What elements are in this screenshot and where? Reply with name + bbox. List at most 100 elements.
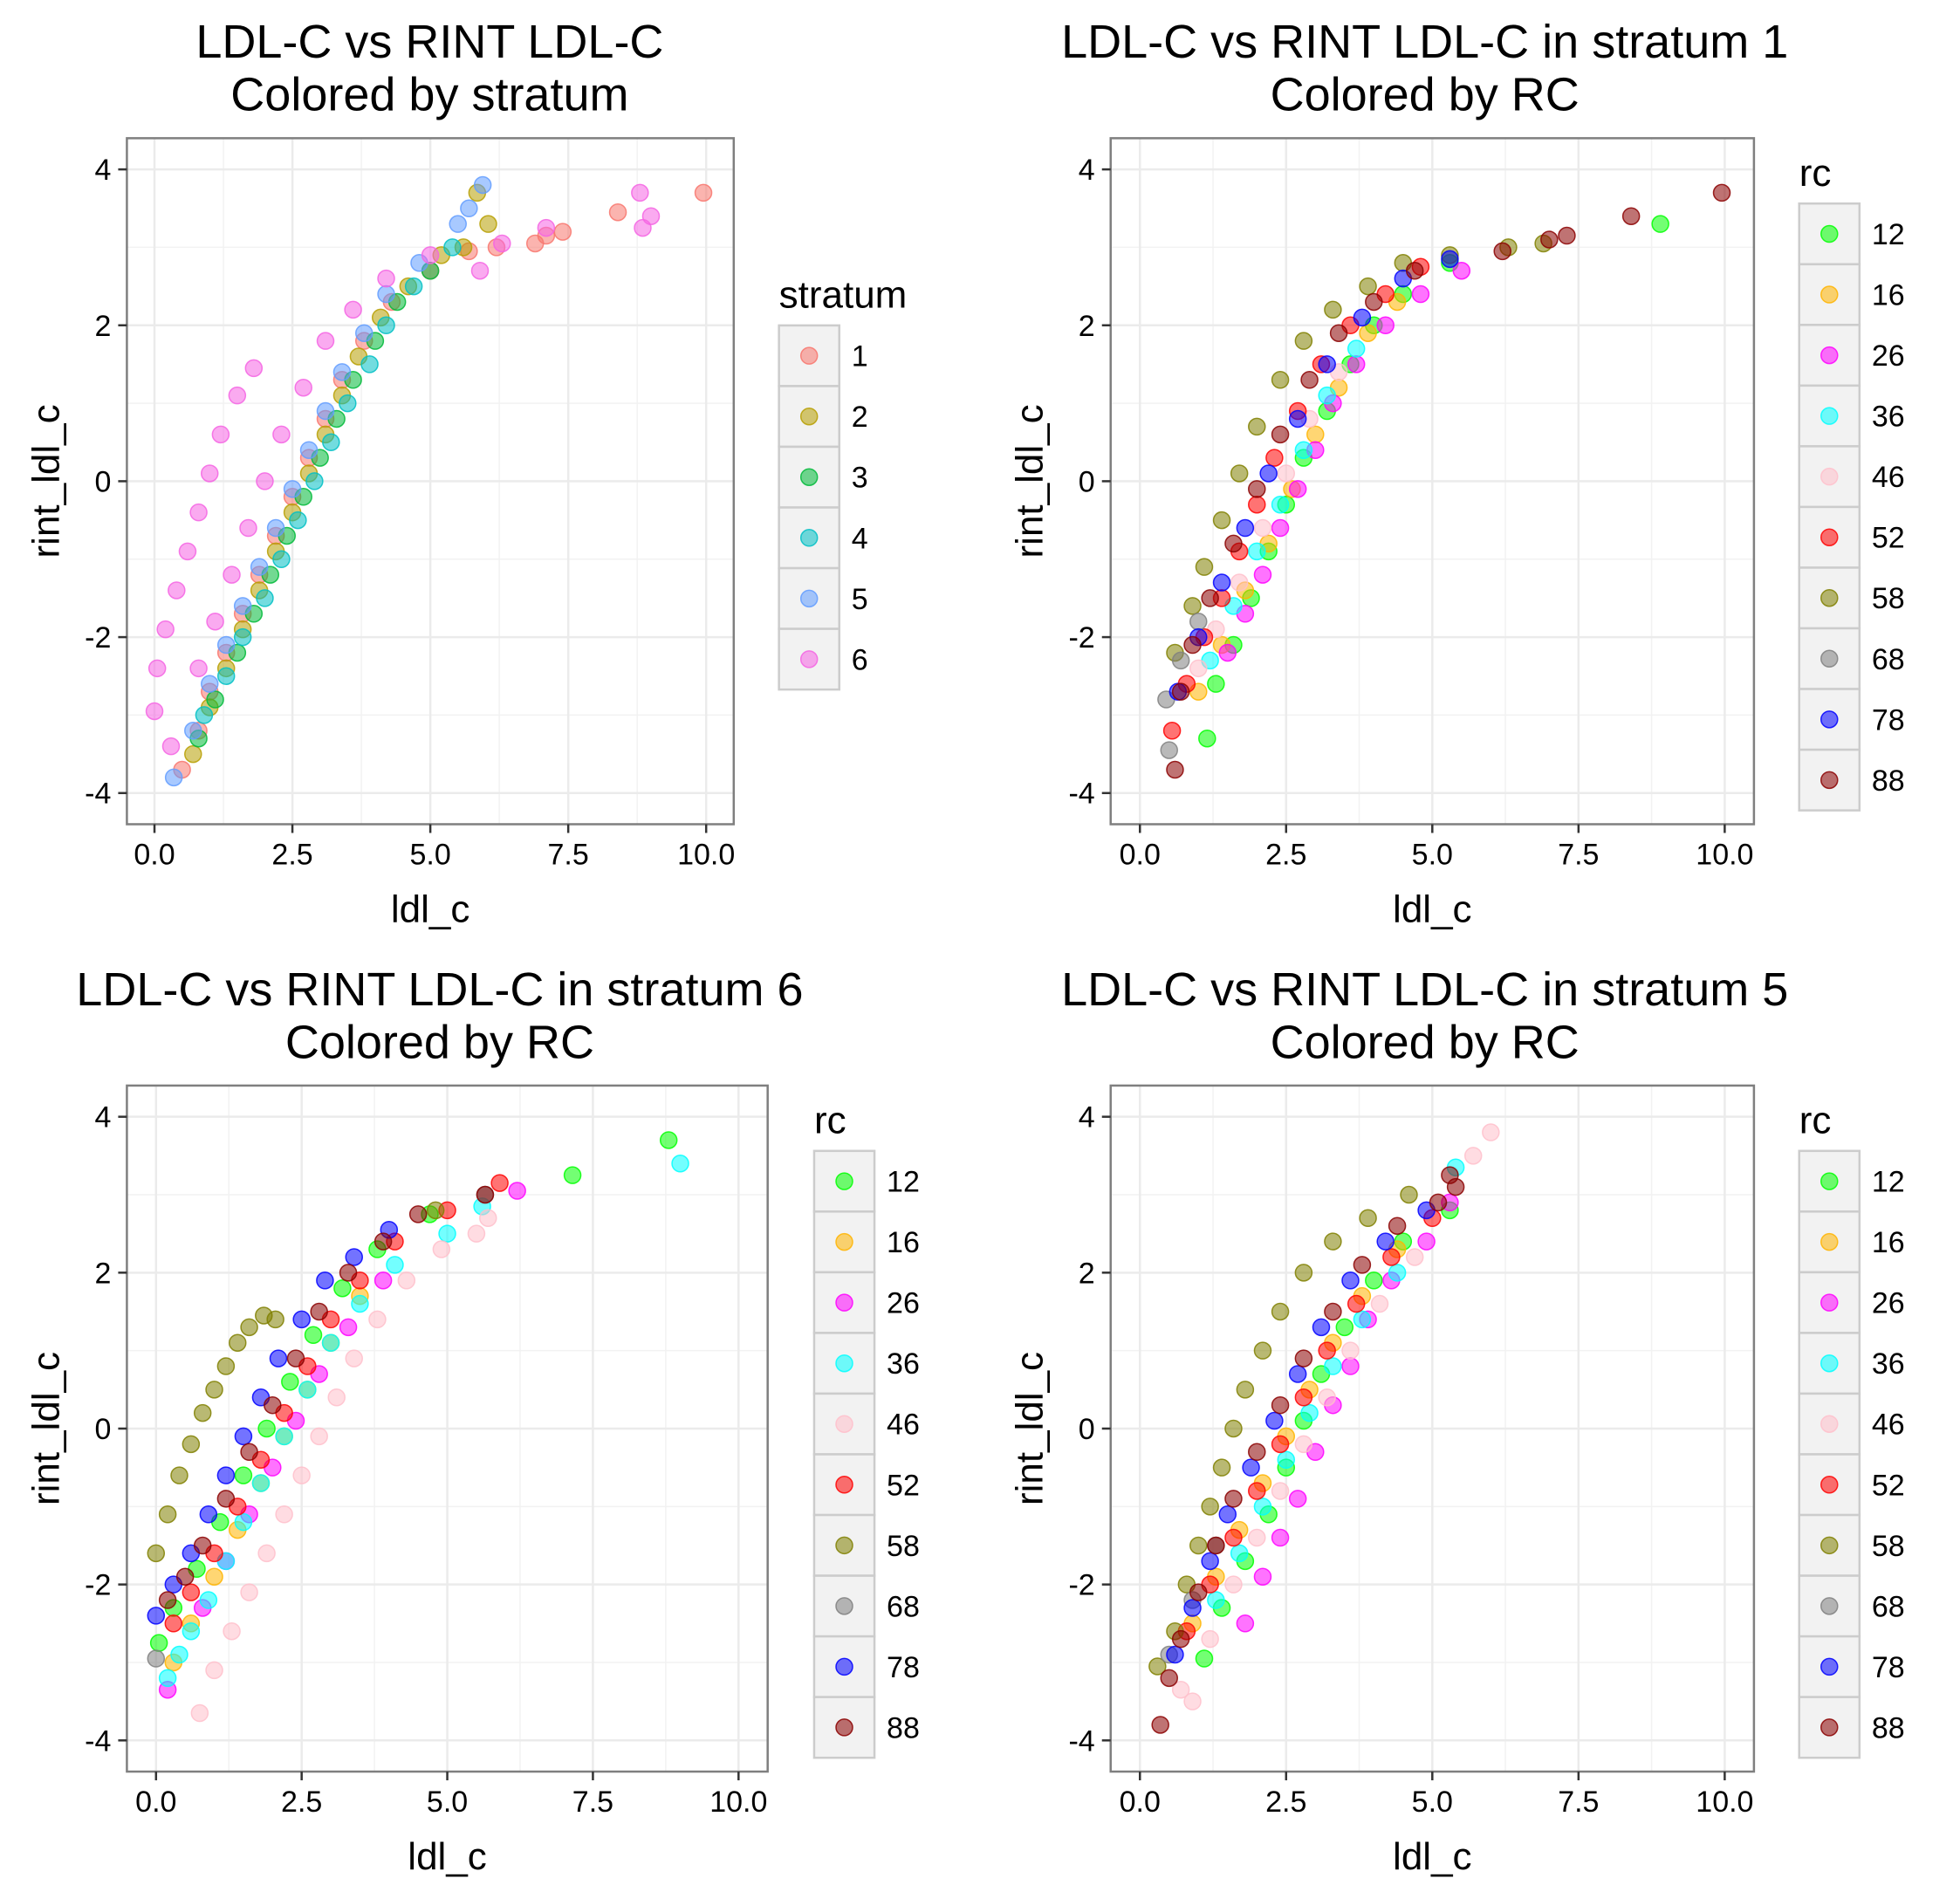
legend-title: stratum bbox=[779, 274, 908, 317]
data-point-rc-4 bbox=[404, 277, 423, 296]
data-point-rc-78 bbox=[1212, 573, 1231, 592]
data-point-rc-58 bbox=[1359, 277, 1377, 296]
chart-subtitle: Colored by RC bbox=[285, 1016, 594, 1068]
legend-title: rc bbox=[1799, 1100, 1832, 1142]
data-point-rc-36 bbox=[1207, 1591, 1225, 1609]
data-point-rc-12 bbox=[304, 1326, 323, 1345]
data-point-rc-12 bbox=[257, 1419, 276, 1438]
y-tick-label: 2 bbox=[94, 310, 111, 343]
x-axis-label: ldl_c bbox=[391, 888, 470, 930]
data-point-rc-3 bbox=[206, 690, 224, 709]
x-tick-label: 7.5 bbox=[548, 838, 589, 871]
data-point-rc-58 bbox=[240, 1318, 258, 1337]
legend-label: 1 bbox=[852, 340, 868, 374]
legend-swatch bbox=[1820, 771, 1839, 790]
data-point-rc-88 bbox=[240, 1443, 258, 1462]
data-point-rc-88 bbox=[1171, 1629, 1190, 1649]
data-point-rc-46 bbox=[467, 1224, 486, 1243]
data-points bbox=[147, 1131, 689, 1723]
legend-swatch bbox=[835, 1657, 853, 1676]
y-axis-label: rint_ldl_c bbox=[1009, 1352, 1052, 1505]
x-tick-label: 0.0 bbox=[135, 1786, 176, 1819]
legend-key bbox=[778, 385, 840, 449]
data-point-rc-88 bbox=[1271, 425, 1290, 444]
legend-label: 68 bbox=[1872, 643, 1905, 676]
legend-swatch bbox=[1820, 1657, 1839, 1676]
data-point-rc-26 bbox=[1218, 643, 1237, 662]
data-point-rc-36 bbox=[1388, 1264, 1407, 1282]
data-point-rc-36 bbox=[1300, 1403, 1319, 1422]
data-point-rc-78 bbox=[1259, 464, 1278, 483]
legend-label: 52 bbox=[1872, 1469, 1905, 1502]
data-point-rc-4 bbox=[305, 472, 324, 490]
legend-label: 26 bbox=[887, 1287, 920, 1320]
data-point-rc-58 bbox=[205, 1381, 223, 1399]
data-point-rc-78 bbox=[1312, 1318, 1331, 1337]
data-point-rc-58 bbox=[1248, 417, 1266, 436]
data-point-rc-46 bbox=[1201, 1629, 1219, 1649]
legend-swatch bbox=[835, 1354, 853, 1373]
legend-label: 36 bbox=[1872, 1347, 1905, 1381]
data-point-rc-5 bbox=[316, 401, 335, 421]
data-point-rc-88 bbox=[408, 1205, 428, 1224]
data-point-rc-36 bbox=[170, 1645, 188, 1664]
data-point-rc-46 bbox=[1224, 1575, 1243, 1594]
x-tick-label: 5.0 bbox=[1412, 838, 1453, 871]
data-point-rc-26 bbox=[1376, 316, 1395, 335]
legend-swatch bbox=[1820, 1415, 1839, 1433]
legend-swatch bbox=[835, 1536, 853, 1555]
data-point-rc-1 bbox=[608, 202, 627, 222]
data-point-rc-6 bbox=[156, 620, 175, 639]
legend-key bbox=[1798, 688, 1861, 751]
data-point-rc-58 bbox=[1230, 464, 1249, 483]
legend-swatch bbox=[1820, 467, 1839, 486]
data-point-rc-26 bbox=[1341, 1357, 1360, 1375]
legend-item: 68 bbox=[812, 1574, 920, 1638]
legend-item: 78 bbox=[1798, 1635, 1905, 1698]
legend-item: 16 bbox=[812, 1210, 920, 1274]
data-point-rc-6 bbox=[641, 207, 661, 225]
data-point-rc-78 bbox=[234, 1427, 253, 1446]
data-point-rc-46 bbox=[1294, 1435, 1313, 1454]
data-point-rc-16 bbox=[1306, 425, 1325, 444]
data-point-rc-6 bbox=[206, 612, 224, 631]
legend-label: 46 bbox=[1872, 461, 1905, 494]
data-point-rc-5 bbox=[460, 199, 478, 218]
y-tick-label: -4 bbox=[85, 778, 111, 811]
data-point-rc-68 bbox=[147, 1649, 166, 1668]
data-point-rc-46 bbox=[1482, 1123, 1500, 1141]
x-tick-label: 2.5 bbox=[281, 1786, 322, 1819]
data-point-rc-6 bbox=[344, 300, 362, 319]
data-point-rc-6 bbox=[178, 542, 197, 561]
data-point-rc-36 bbox=[1294, 441, 1313, 459]
y-tick-label: -2 bbox=[85, 621, 111, 655]
legend-item: 26 bbox=[812, 1271, 920, 1334]
data-point-rc-78 bbox=[1236, 518, 1255, 538]
data-point-rc-36 bbox=[158, 1669, 177, 1688]
axes: 0.0 2.5 5.0 7.5 10.0 -4 -2 0 2 4 ldl_c rint_ldl_c bbox=[24, 154, 735, 930]
legend-label: 78 bbox=[1872, 1651, 1905, 1684]
data-point-rc-1 bbox=[553, 223, 572, 241]
data-point-rc-58 bbox=[1189, 1536, 1208, 1555]
data-point-rc-58 bbox=[1236, 1381, 1255, 1399]
x-axis-label: ldl_c bbox=[1393, 1835, 1472, 1878]
legend-swatch bbox=[1820, 1597, 1839, 1615]
data-point-rc-88 bbox=[1294, 1349, 1313, 1367]
data-point-rc-78 bbox=[1376, 1232, 1395, 1251]
y-tick-label: 2 bbox=[1079, 1257, 1095, 1290]
y-axis-label: rint_ldl_c bbox=[1009, 404, 1052, 558]
data-point-rc-36 bbox=[1230, 1544, 1249, 1563]
legend-title: rc bbox=[1799, 152, 1832, 195]
y-tick-label: 4 bbox=[94, 154, 111, 187]
chart-panel-4: LDL-C vs RINT LDL-C in stratum 5Colored … bbox=[1009, 963, 1905, 1878]
data-point-rc-12 bbox=[1651, 215, 1669, 233]
data-point-rc-6 bbox=[294, 378, 312, 397]
data-point-rc-88 bbox=[1540, 230, 1559, 249]
x-tick-label: 0.0 bbox=[1120, 838, 1161, 871]
data-point-rc-58 bbox=[1195, 558, 1214, 576]
data-point-rc-88 bbox=[1183, 635, 1202, 655]
legend-key bbox=[1798, 1392, 1861, 1456]
data-point-rc-5 bbox=[283, 480, 302, 498]
data-point-rc-88 bbox=[1160, 1669, 1178, 1688]
data-point-rc-46 bbox=[1171, 1680, 1190, 1699]
